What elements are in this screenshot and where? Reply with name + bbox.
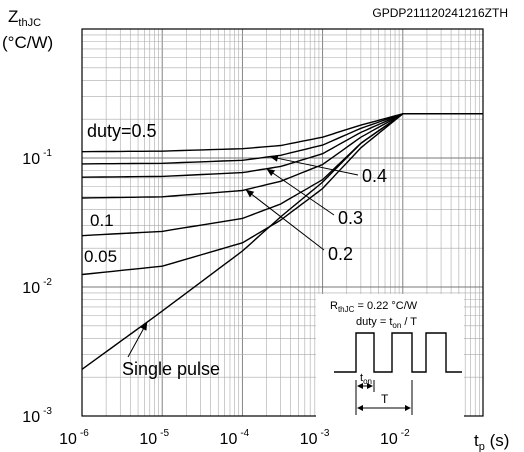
period-arrowhead-right (405, 405, 411, 411)
curve-label: 0.2 (328, 244, 353, 264)
label-arrow-line (266, 168, 335, 216)
curve-labels: duty=0.5 0.4 0.3 0.2 0.1 0.05 Single pulse (84, 121, 387, 379)
series-layer (81, 113, 483, 370)
inset-duty: duty = ton / T (356, 316, 417, 330)
x-tick-label: 10 -6 (59, 428, 89, 448)
label-arrowhead (269, 154, 279, 162)
curve-label: 0.1 (90, 211, 114, 230)
series-line-3 (81, 113, 483, 199)
x-tick-label: 10 -4 (220, 428, 250, 448)
ton-arrowhead-left (357, 383, 363, 389)
tick-labels: 10 -6 10 -5 10 -4 10 -3 10 -2 10 -3 10 -2 10 -1 (22, 148, 410, 448)
label-arrow-line (245, 189, 325, 251)
x-tick-label: 10 -2 (380, 428, 410, 448)
label-arrowhead (140, 322, 148, 331)
inset-ton-label: ton (360, 372, 372, 386)
period-arrowhead-left (357, 405, 363, 411)
label-arrowhead (245, 189, 255, 198)
inset-period-label: T (381, 392, 389, 406)
y-tick-label: 10 -2 (22, 277, 52, 297)
curve-label: Single pulse (122, 359, 220, 379)
series-line-6 (81, 113, 483, 370)
y-axis-label: ZthJC (8, 7, 41, 29)
label-arrows (127, 154, 359, 358)
label-arrow-line (269, 156, 359, 176)
plot-frame (81, 28, 484, 417)
curve-label: 0.4 (362, 166, 387, 186)
label-arrowhead (266, 168, 276, 177)
inset-box (316, 294, 464, 420)
y-axis-unit: (°C/W) (2, 33, 53, 52)
x-axis-label: tp (s) (474, 431, 509, 452)
ton-arrowhead-right (367, 383, 373, 389)
y-tick-label: 10 -3 (22, 406, 52, 426)
x-tick-label: 10 -5 (139, 428, 169, 448)
pulse-waveform (334, 332, 462, 373)
curve-label: 0.05 (84, 247, 117, 266)
inset: RthJC = 0.22 °C/W duty = ton / T ton T (316, 294, 464, 420)
curve-label: 0.3 (338, 208, 363, 228)
chart-code: GPDP211120241216ZTH (372, 6, 508, 20)
inset-rth: RthJC = 0.22 °C/W (330, 300, 418, 314)
x-tick-label: 10 -3 (300, 428, 330, 448)
y-tick-label: 10 -1 (22, 148, 52, 168)
curve-label: duty=0.5 (87, 121, 157, 141)
